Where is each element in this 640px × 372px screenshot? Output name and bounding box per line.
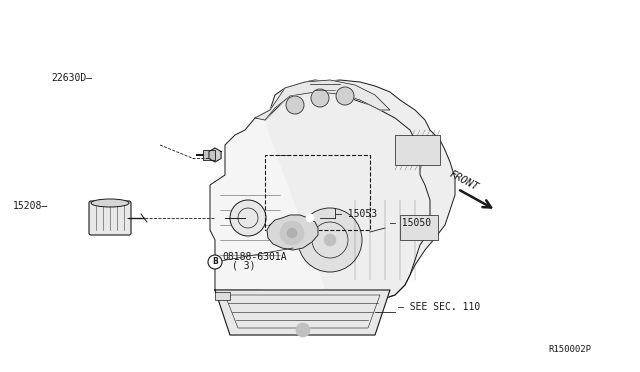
- Circle shape: [298, 208, 362, 272]
- Circle shape: [306, 214, 314, 222]
- Text: 08188-6301A: 08188-6301A: [222, 252, 287, 262]
- Polygon shape: [215, 290, 390, 335]
- Text: R150002P: R150002P: [548, 345, 591, 354]
- Polygon shape: [210, 80, 430, 302]
- Text: — SEE SEC. 110: — SEE SEC. 110: [398, 302, 481, 312]
- Circle shape: [296, 323, 310, 337]
- Ellipse shape: [91, 199, 129, 207]
- Text: — 15053: — 15053: [336, 209, 377, 219]
- Polygon shape: [265, 80, 455, 302]
- Polygon shape: [267, 215, 318, 250]
- Polygon shape: [209, 148, 221, 162]
- Bar: [395, 135, 440, 165]
- Circle shape: [230, 200, 266, 236]
- Bar: [215, 292, 230, 300]
- Circle shape: [286, 96, 304, 114]
- Bar: [400, 215, 438, 240]
- Circle shape: [311, 89, 329, 107]
- FancyBboxPatch shape: [89, 201, 131, 235]
- Circle shape: [336, 87, 354, 105]
- Bar: [203, 150, 215, 160]
- Text: 15208—: 15208—: [13, 202, 48, 211]
- Circle shape: [287, 228, 297, 238]
- Bar: [265, 155, 370, 230]
- Circle shape: [324, 234, 336, 246]
- Text: B: B: [212, 257, 218, 266]
- Text: 22630D—: 22630D—: [52, 73, 93, 83]
- Circle shape: [208, 255, 222, 269]
- Polygon shape: [255, 80, 390, 120]
- Text: ( 3): ( 3): [232, 261, 256, 271]
- Text: FRONT: FRONT: [448, 169, 480, 192]
- Circle shape: [280, 221, 304, 245]
- Text: — 15050: — 15050: [390, 218, 431, 228]
